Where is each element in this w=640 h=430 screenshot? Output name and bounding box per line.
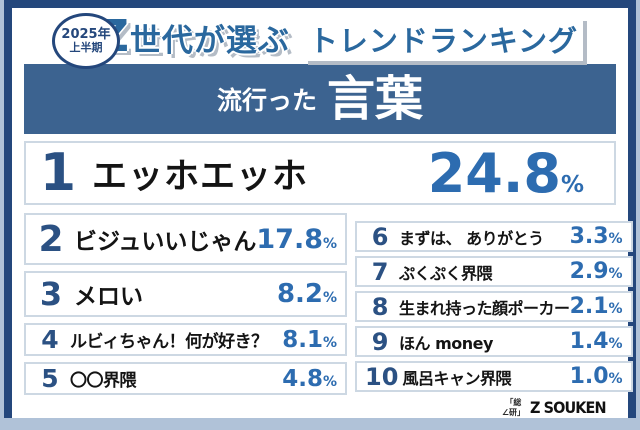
rank-value-number: 8.1 [282,326,324,353]
rank-value-number: 1.4 [569,329,609,354]
soken-logo-icon: 「総 ∠研」 [501,398,525,417]
rank-number: 2 [38,218,64,260]
ranking-row-9: 9 ほん money 1.4% [355,326,633,357]
rank-label: ルビィちゃん！何が好き？ [70,332,268,352]
rank-value-unit: % [323,290,338,306]
soken-logo-text: Z SOUKEN [529,398,607,417]
ranking-row-2: 2 ビジュいいじゃん 17.8% [24,213,348,265]
rank-value: 24.8% [427,141,584,205]
rank-number: 4 [41,325,59,354]
rank-value-number: 4.8 [282,365,324,392]
period-badge: 2025年 上半期 [52,13,120,69]
rank-value-unit: % [608,336,623,352]
rank-number: 7 [371,257,389,286]
infographic-card: 2025年 上半期 Z世代が選ぶ トレンドランキング 流行った 言葉 1 エッホ… [4,0,636,418]
ranking-row-8: 8 生まれ持った顔ポーカー 2.1% [355,291,633,322]
banner-prefix: 流行った [216,86,317,115]
rank-value-number: 17.8 [256,223,324,255]
rank-value-unit: % [608,371,623,387]
rank-label: 〇〇界隈 [70,371,137,391]
ranking-row-3: 3 メロい 8.2% [24,271,348,317]
ranking-columns: 2 ビジュいいじゃん 17.8% 3 メロい 8.2% 4 ルビィちゃん！何が好… [24,213,633,395]
category-banner: 流行った 言葉 [24,64,616,134]
ranking-row-7: 7 ぷくぷく界隈 2.9% [355,256,633,287]
rank-number: 3 [39,275,63,313]
ranking-column-right: 6 まずは、 ありがとう 3.3% 7 ぷくぷく界隈 2.9% 8 生まれ持った… [355,221,633,395]
rank-value-unit: % [323,373,338,390]
title-main: Z世代が選ぶ [97,11,290,62]
rank-label: 生まれ持った顔ポーカー [399,298,570,318]
rank-value-unit: % [323,334,338,351]
rank-value: 2.1% [570,294,623,319]
rank-value: 1.4% [570,329,623,354]
rank-label: エッホエッホ [92,156,309,197]
rank-value: 8.1% [282,327,337,353]
period-year: 2025年 [61,27,111,43]
rank-value-number: 1.0 [569,364,609,389]
rank-value-number: 8.2 [276,279,324,309]
rank-label: ぷくぷく界隈 [399,263,493,283]
rank-number: 9 [371,327,389,356]
rank-value-unit: % [323,235,338,252]
rank-label: メロい [74,284,143,310]
ranking-row-6: 6 まずは、 ありがとう 3.3% [355,221,633,252]
rank-value-unit: % [560,171,584,198]
rank-number: 5 [41,364,59,393]
brand-logo: 「総 ∠研」 Z SOUKEN [502,398,614,417]
rank-value-number: 3.3 [569,224,609,249]
rank-value-number: 2.9 [569,259,609,284]
page-title: Z世代が選ぶ トレンドランキング [97,11,584,62]
rank-label: ビジュいいじゃん [74,229,257,255]
title-rest: 世代が選ぶ [129,22,290,59]
ranking-row-10: 10 風呂キャン界隈 1.0% [355,361,633,392]
header: 2025年 上半期 Z世代が選ぶ トレンドランキング [12,8,628,69]
rank-value-unit: % [608,301,623,317]
rank-number: 8 [371,292,389,321]
rank-number: 10 [365,362,399,391]
ranking-row-5: 5 〇〇界隈 4.8% [24,362,348,395]
rank-value-unit: % [608,231,623,247]
rank-value: 1.0% [570,364,623,389]
rank-label: 風呂キャン界隈 [402,368,511,388]
rank-value: 2.9% [570,259,623,284]
rank-value-number: 2.1 [569,294,609,319]
rank-value: 17.8% [256,224,337,255]
rank-value-number: 24.8 [427,141,561,205]
ranking-row-4: 4 ルビィちゃん！何が好き？ 8.1% [24,323,348,356]
rank-value: 4.8% [282,366,337,392]
rank-label: まずは、 ありがとう [399,228,544,248]
rank-number: 1 [39,143,77,203]
rank-value-unit: % [608,266,623,282]
rank-label: ほん money [399,333,493,353]
title-highlight: トレンドランキング [303,16,584,61]
rank-number: 6 [371,222,389,251]
rank-value: 3.3% [570,224,623,249]
ranking-column-left: 2 ビジュいいじゃん 17.8% 3 メロい 8.2% 4 ルビィちゃん！何が好… [24,213,348,395]
ranking-row-1: 1 エッホエッホ 24.8% [24,141,616,205]
rank-value: 8.2% [277,279,337,309]
banner-subject: 言葉 [327,71,424,127]
period-half: 上半期 [69,41,103,55]
